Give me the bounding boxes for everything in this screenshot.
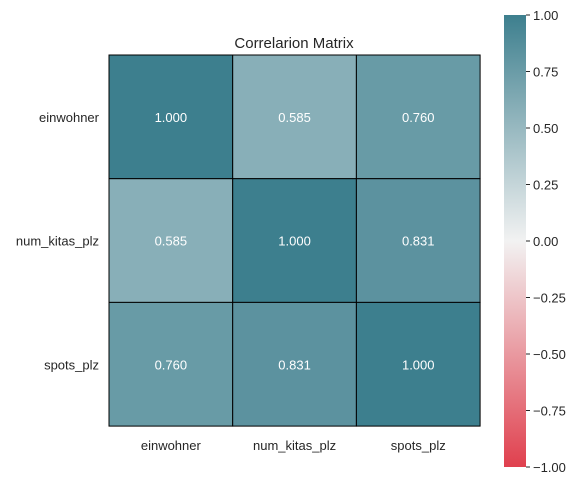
heatmap-cell bbox=[108, 301, 234, 427]
cell-value-label: 0.760 bbox=[402, 110, 435, 125]
cell-value-label: 1.000 bbox=[402, 357, 435, 372]
heatmap-cell bbox=[355, 301, 481, 427]
colorbar-tick-label: −0.75 bbox=[533, 404, 566, 419]
heatmap-cells: 1.000 0.585 0.760 0.585 1.000 0.831 0.760 0.831… bbox=[108, 54, 481, 427]
colorbar-tick-label: −0.25 bbox=[533, 291, 566, 306]
y-tick-label: spots_plz bbox=[44, 357, 99, 372]
x-tick-label: einwohner bbox=[141, 438, 202, 453]
colorbar-tick-label: 0.50 bbox=[533, 121, 558, 136]
heatmap-cell bbox=[108, 54, 234, 180]
heatmap-cell bbox=[232, 54, 357, 180]
x-axis-labels: einwohner num_kitas_plz spots_plz bbox=[141, 438, 446, 453]
colorbar-tick-label: −0.50 bbox=[533, 347, 566, 362]
cell-value-label: 0.831 bbox=[278, 357, 311, 372]
heatmap-cell bbox=[355, 178, 481, 303]
cell-value-label: 0.585 bbox=[155, 234, 188, 249]
colorbar-tick-label: −1.00 bbox=[533, 460, 566, 475]
colorbar: 1.00 0.75 0.50 0.25 0.00 −0.25 −0.50 −0.75 −1.00 bbox=[504, 8, 566, 475]
heatmap-cell bbox=[232, 178, 357, 303]
colorbar-tick-label: 0.75 bbox=[533, 65, 558, 80]
y-tick-label: einwohner bbox=[39, 110, 100, 125]
cell-value-label: 1.000 bbox=[278, 234, 311, 249]
chart-title: Correlarion Matrix bbox=[234, 35, 354, 52]
x-tick-label: num_kitas_plz bbox=[253, 438, 336, 453]
y-tick-label: num_kitas_plz bbox=[16, 234, 99, 249]
heatmap-cell bbox=[355, 54, 481, 180]
colorbar-tick-label: 1.00 bbox=[533, 8, 558, 23]
colorbar-tick-label: 0.00 bbox=[533, 234, 558, 249]
cell-value-label: 1.000 bbox=[155, 110, 188, 125]
heatmap-cell bbox=[232, 301, 357, 427]
heatmap-cell bbox=[108, 178, 234, 303]
cell-value-label: 0.831 bbox=[402, 234, 435, 249]
cell-value-label: 0.760 bbox=[155, 357, 188, 372]
colorbar-gradient bbox=[504, 15, 526, 467]
colorbar-tick-label: 0.25 bbox=[533, 178, 558, 193]
y-axis-labels: einwohner num_kitas_plz spots_plz bbox=[16, 110, 100, 372]
x-tick-label: spots_plz bbox=[391, 438, 446, 453]
cell-value-label: 0.585 bbox=[278, 110, 311, 125]
